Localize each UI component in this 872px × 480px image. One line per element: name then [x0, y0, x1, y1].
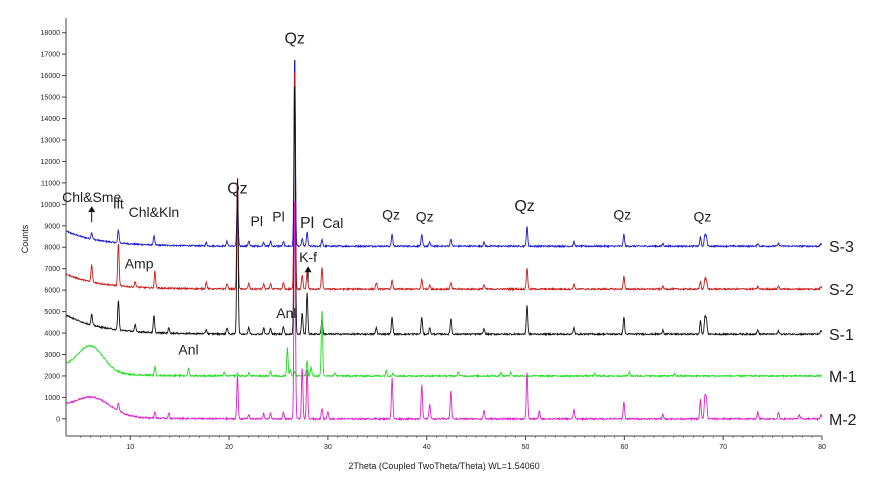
peak-label: Anl [276, 305, 296, 321]
arrow-head [88, 206, 96, 213]
y-tick-label: 14000 [41, 116, 61, 123]
x-tick-label: 70 [719, 444, 727, 451]
arrow-head [304, 266, 312, 273]
y-tick-label: 7000 [44, 266, 60, 273]
x-tick-label: 30 [324, 444, 332, 451]
x-tick-label: 20 [225, 444, 233, 451]
series-labels: S-3 S-2 S-1 M-1 M-2 [829, 239, 857, 429]
peak-label: Chl&Kln [129, 204, 180, 220]
peak-label: Qz [227, 181, 247, 198]
y-tick-label: 8000 [44, 245, 60, 252]
series-line-m-1 [65, 310, 822, 379]
peak-label: Anl [178, 341, 198, 357]
x-tick-label: 60 [620, 444, 628, 451]
axes: 0 1000 2000 3000 4000 5000 6000 7000 8000 9000 100… [41, 18, 826, 451]
series-lines [65, 59, 823, 422]
x-axis-title: 2Theta (Coupled TwoTheta/Theta) WL=1.540… [348, 461, 539, 471]
peak-label: Qz [613, 206, 631, 222]
series-line-s-2 [65, 72, 823, 292]
x-tick-label: 80 [818, 444, 826, 451]
y-tick-label: 2000 [44, 373, 60, 380]
y-tick-label: 12000 [41, 159, 61, 166]
series-line-s-3 [65, 59, 823, 249]
peak-label: Amp [125, 256, 154, 272]
y-tick-label: 18000 [41, 30, 61, 37]
x-tick-label: 40 [423, 444, 431, 451]
y-tick-label: 16000 [41, 73, 61, 80]
y-tick-label: 15000 [41, 95, 61, 102]
y-tick-label: 5000 [44, 309, 60, 316]
series-label-s-1: S-1 [829, 327, 854, 344]
y-tick-label: 3000 [44, 352, 60, 359]
y-tick-label: 10000 [41, 202, 61, 209]
peak-label: Pl [272, 208, 284, 224]
y-axis-title: Counts [20, 224, 30, 253]
y-tick-label: 1000 [44, 395, 60, 402]
peak-label: Pl [251, 213, 263, 229]
peak-label: Chl&Sme [62, 189, 121, 205]
y-tick-label: 9000 [44, 223, 60, 230]
y-tick-label: 17000 [41, 52, 61, 59]
y-tick-label: 13000 [41, 137, 61, 144]
y-tick-label: 11000 [41, 180, 60, 187]
series-line-m-2 [65, 200, 823, 422]
peak-label: K-f [299, 249, 317, 265]
peak-label: Qz [284, 30, 304, 47]
peak-label: Qz [382, 206, 400, 222]
series-label-m-1: M-1 [829, 369, 857, 386]
y-tick-label: 0 [56, 416, 60, 423]
peak-label: Pl [300, 215, 314, 232]
y-tick-label: 6000 [44, 288, 60, 295]
peak-label: Cal [322, 215, 343, 231]
peak-label: Qz [693, 208, 711, 224]
x-tick-label: 10 [126, 444, 134, 451]
series-label-s-3: S-3 [829, 239, 854, 256]
peak-label: Qz [514, 198, 534, 215]
series-line-s-1 [65, 85, 823, 337]
series-label-m-2: M-2 [829, 412, 857, 429]
x-tick-label: 50 [522, 444, 530, 451]
peak-label: Qz [416, 208, 434, 224]
series-label-s-2: S-2 [829, 282, 854, 299]
peak-label: Ilt [113, 196, 124, 212]
y-tick-label: 4000 [44, 331, 60, 338]
